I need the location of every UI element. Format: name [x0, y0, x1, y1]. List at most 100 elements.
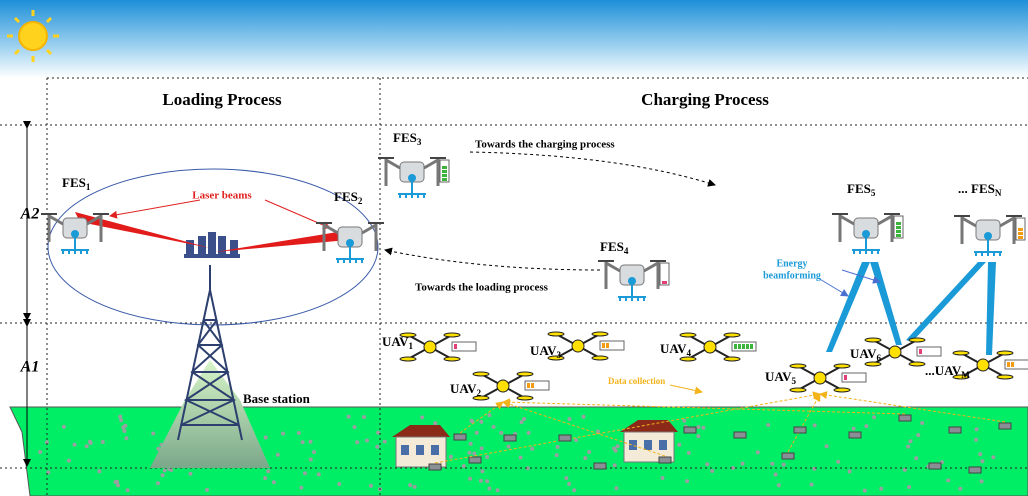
ground-dot	[38, 450, 43, 454]
battery-body	[659, 262, 670, 286]
data-link	[502, 398, 906, 415]
ground-dot	[116, 483, 120, 488]
label-text: UAV	[850, 346, 877, 361]
house	[392, 425, 450, 468]
node-label: UAV1	[382, 334, 414, 351]
section-title: Loading Process	[162, 90, 282, 109]
ground-dot	[776, 483, 781, 488]
ground-dot	[308, 457, 313, 462]
ground-dot	[574, 438, 579, 443]
ground-dot	[677, 442, 682, 447]
uav-rotor	[864, 361, 882, 367]
ground-dot	[902, 467, 907, 472]
drone-lens	[984, 232, 992, 240]
battery-cell	[738, 344, 741, 349]
uav-body	[813, 371, 827, 385]
uav-body	[976, 358, 990, 372]
ground-dot	[581, 414, 586, 419]
ground-dot	[914, 456, 919, 461]
ground-dot	[685, 479, 690, 484]
ground-dot	[376, 430, 381, 435]
ground-dot	[44, 440, 49, 445]
ground-dot	[125, 488, 130, 493]
drone-arms	[47, 213, 103, 242]
uav-drone	[864, 337, 926, 367]
battery	[451, 341, 477, 352]
receiver	[618, 285, 646, 301]
label-text: FES	[334, 189, 358, 204]
drone-lens	[346, 239, 354, 247]
laser-beam	[75, 212, 210, 248]
node-label: UAV6	[850, 346, 882, 363]
uav-rotor	[443, 332, 461, 338]
zone-label: A2	[20, 206, 40, 223]
uav-drone	[679, 332, 741, 362]
ground-dot	[97, 469, 102, 474]
label-sub: 3	[557, 350, 562, 360]
annotation: Towards the loading process	[415, 282, 549, 294]
ground-dot	[526, 430, 531, 435]
data-link	[502, 400, 666, 457]
ground-dot	[506, 444, 511, 449]
uav-body	[423, 340, 437, 354]
receiver	[852, 238, 880, 254]
data-link	[459, 401, 504, 434]
battery-cell	[442, 166, 447, 169]
ground-dot	[160, 473, 165, 478]
ground-dot	[156, 446, 161, 451]
annotation: beamforming	[763, 270, 821, 281]
ground-dot	[686, 450, 691, 455]
ground-dot	[705, 462, 710, 467]
battery-body	[451, 341, 477, 352]
ground-dot	[613, 448, 618, 453]
uav-rotor	[864, 337, 882, 343]
ground-dot	[271, 480, 276, 485]
battery-cell	[442, 174, 447, 177]
battery-body	[599, 340, 625, 351]
icons	[41, 157, 1028, 474]
ground-dot	[487, 486, 492, 491]
ground-dot	[660, 476, 665, 480]
ground-dot	[851, 426, 856, 431]
house-window	[629, 440, 637, 450]
annotation: Towards the charging process	[475, 139, 615, 151]
battery	[1015, 217, 1026, 241]
battery-cell	[734, 344, 737, 349]
house-window	[659, 440, 667, 450]
receiver	[61, 238, 89, 254]
ground-dot	[567, 481, 572, 486]
ground-dot	[337, 482, 342, 486]
ground-dot	[312, 450, 316, 455]
sky	[0, 0, 1028, 78]
ground-dot	[872, 415, 877, 420]
uav-rotor	[996, 350, 1014, 356]
uav-rotor	[472, 395, 490, 401]
label-text: UAV	[660, 341, 687, 356]
battery-body	[916, 346, 942, 357]
battery-body	[841, 372, 867, 383]
uav-drone	[472, 371, 534, 401]
uav-body	[888, 345, 902, 359]
ground-dot	[155, 481, 160, 486]
ground-dot	[84, 444, 89, 449]
uav-rotor	[952, 350, 970, 356]
ground-dot	[122, 429, 127, 433]
ground-dot	[118, 414, 123, 419]
energy-arrow	[817, 277, 849, 297]
sensor	[928, 462, 942, 470]
uav-rotor	[833, 363, 851, 369]
data-link	[819, 391, 1006, 423]
battery	[439, 159, 450, 183]
ground-dot	[864, 424, 869, 429]
ground-dot	[316, 472, 321, 477]
ground-dot	[124, 436, 129, 441]
uav-rotor	[723, 356, 741, 362]
label-sub: 1	[409, 341, 414, 351]
battery	[1004, 359, 1028, 370]
ground-dot	[812, 466, 817, 471]
ground-dot	[710, 469, 715, 473]
node-label: UAV5	[765, 369, 797, 386]
uav-drone	[789, 363, 851, 393]
ground-dot	[766, 423, 771, 427]
